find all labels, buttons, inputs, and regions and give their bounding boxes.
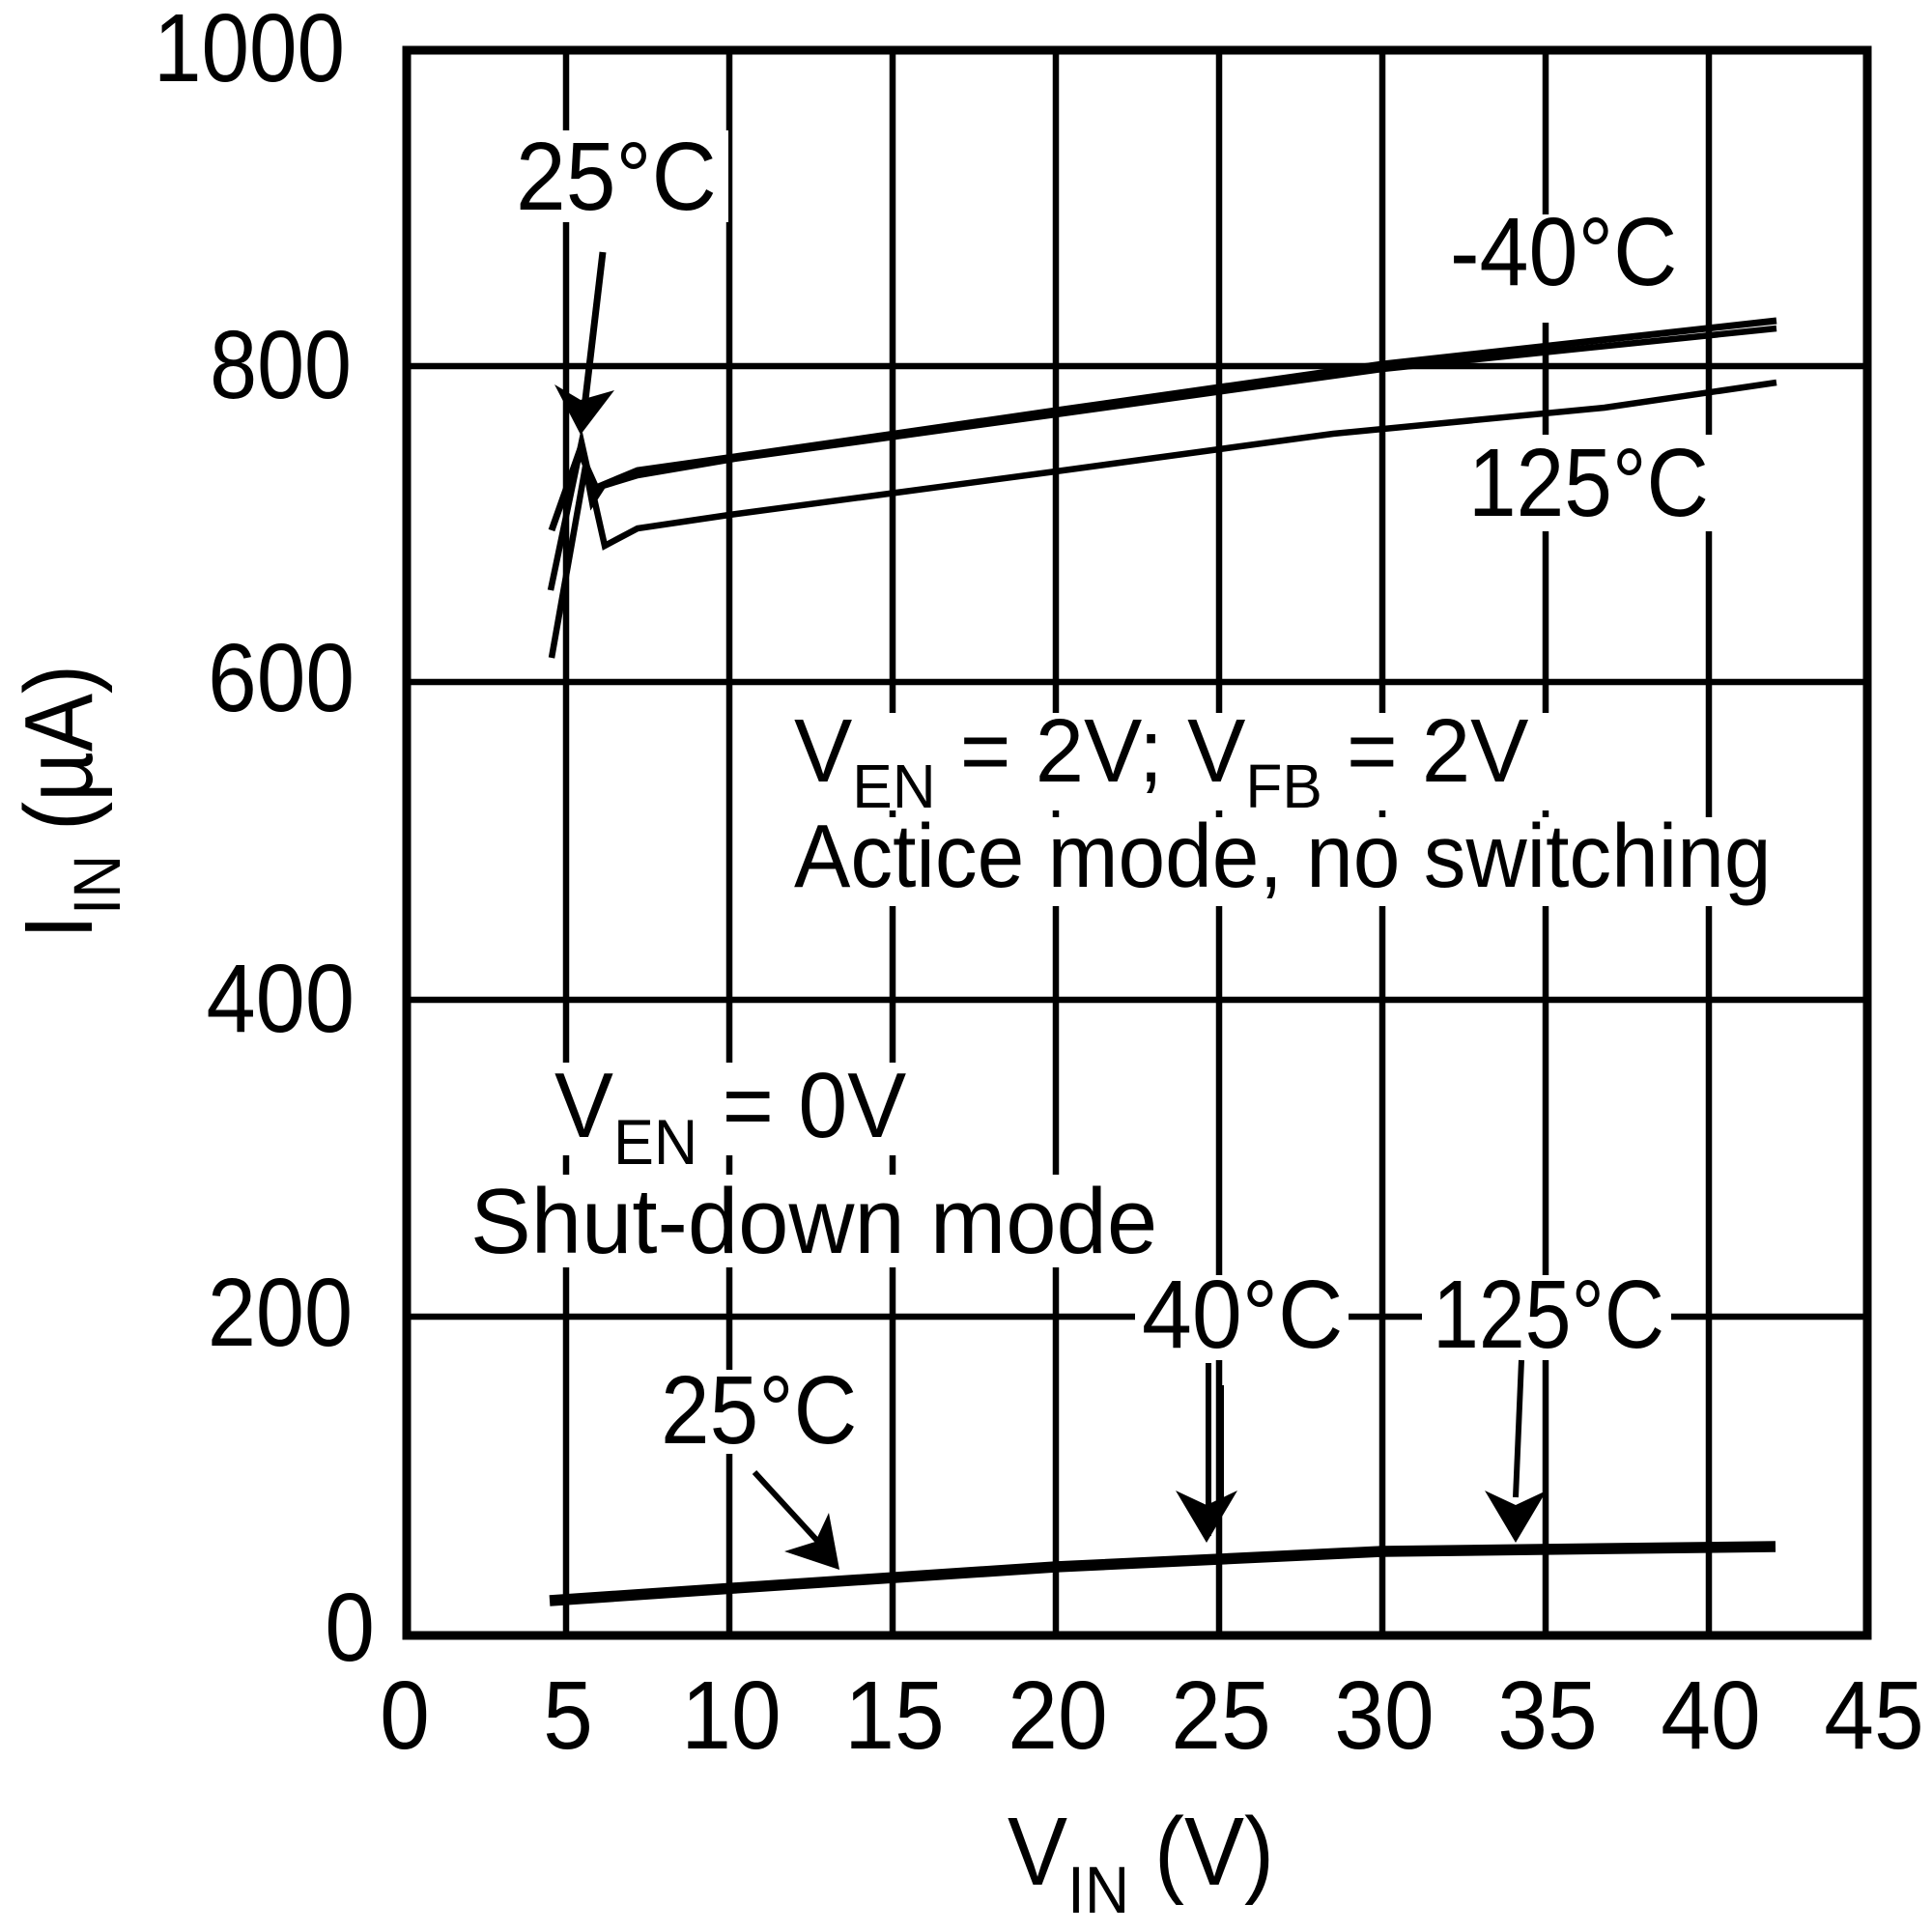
svg-text:800: 800 <box>210 311 352 418</box>
svg-text:IIN (µA): IIN (µA) <box>6 665 134 939</box>
svg-text:25°C: 25°C <box>661 1356 857 1464</box>
svg-text:10: 10 <box>681 1662 781 1770</box>
svg-text:40°C: 40°C <box>1142 1261 1343 1369</box>
svg-text:15: 15 <box>844 1662 944 1770</box>
svg-text:25: 25 <box>1171 1662 1270 1770</box>
svg-text:0: 0 <box>325 1575 375 1682</box>
svg-text:25°C: 25°C <box>516 124 717 231</box>
svg-text:-40°C: -40°C <box>1450 198 1677 306</box>
svg-text:125°C: 125°C <box>1433 1261 1664 1369</box>
svg-text:5: 5 <box>543 1662 593 1770</box>
svg-text:20: 20 <box>1008 1662 1107 1770</box>
svg-text:400: 400 <box>207 945 355 1052</box>
svg-text:Shut-down mode: Shut-down mode <box>470 1170 1157 1273</box>
svg-text:600: 600 <box>208 624 355 732</box>
svg-text:VEN = 0V: VEN = 0V <box>554 1053 907 1178</box>
svg-text:200: 200 <box>208 1260 353 1367</box>
svg-text:35: 35 <box>1497 1662 1597 1770</box>
svg-text:0: 0 <box>380 1662 430 1770</box>
svg-text:1000: 1000 <box>154 0 345 102</box>
svg-text:Actice mode, no switching: Actice mode, no switching <box>794 807 1772 907</box>
svg-text:VEN = 2V; VFB = 2V: VEN = 2V; VFB = 2V <box>794 701 1528 821</box>
svg-text:125°C: 125°C <box>1468 429 1709 537</box>
svg-text:30: 30 <box>1334 1662 1434 1770</box>
svg-text:45: 45 <box>1824 1662 1923 1770</box>
svg-text:40: 40 <box>1661 1662 1760 1770</box>
